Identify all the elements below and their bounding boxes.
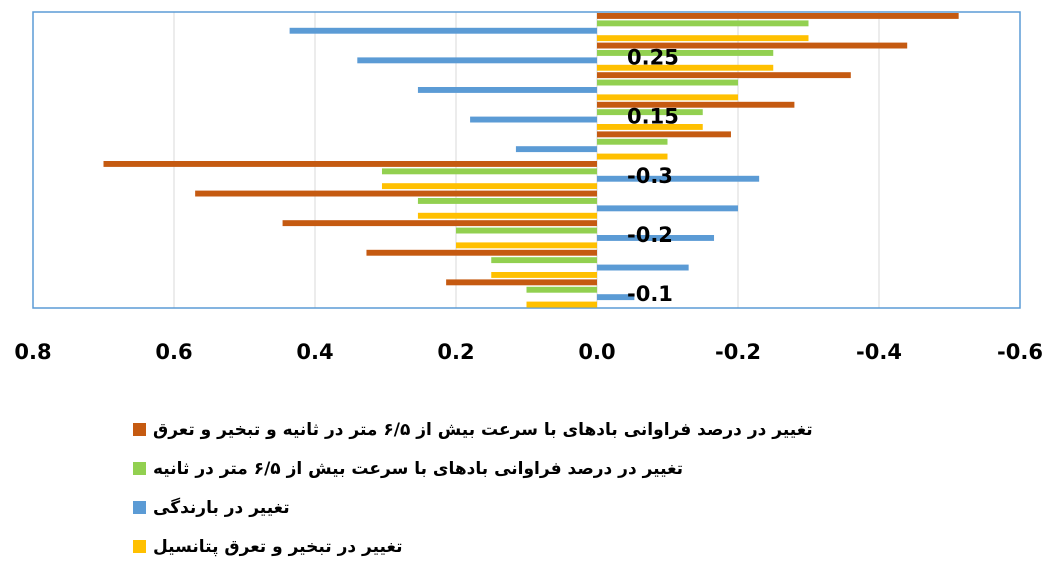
category-label: 0.25 bbox=[627, 45, 679, 69]
bar bbox=[446, 279, 597, 286]
legend: تغییر در درصد فراوانی بادهای با سرعت بیش… bbox=[133, 410, 813, 566]
bar bbox=[597, 138, 668, 145]
bar bbox=[282, 220, 597, 227]
bar bbox=[417, 212, 597, 219]
legend-item: تغییر در درصد فراوانی بادهای با سرعت بیش… bbox=[133, 410, 813, 449]
bar bbox=[597, 79, 738, 86]
bar bbox=[381, 168, 597, 175]
bar bbox=[597, 101, 795, 108]
x-tick-label: 0.4 bbox=[296, 340, 333, 364]
legend-swatch bbox=[133, 423, 146, 436]
bar bbox=[597, 124, 703, 130]
legend-swatch bbox=[133, 462, 146, 475]
category-label: -0.1 bbox=[627, 282, 673, 306]
bar bbox=[597, 13, 959, 19]
bar bbox=[366, 249, 597, 256]
bar bbox=[526, 286, 597, 293]
bar bbox=[597, 109, 703, 116]
bar bbox=[357, 57, 597, 64]
bar bbox=[597, 294, 635, 301]
bar bbox=[597, 94, 738, 101]
bar bbox=[597, 131, 731, 138]
legend-label: تغییر در بارندگی bbox=[153, 497, 290, 518]
bar bbox=[417, 87, 597, 93]
legend-item: تغییر در تبخیر و تعرق پتانسیل bbox=[133, 527, 813, 566]
x-tick-label: -0.2 bbox=[715, 340, 761, 364]
bar bbox=[597, 205, 738, 212]
category-label: -0.3 bbox=[627, 164, 673, 188]
bar bbox=[515, 146, 597, 153]
bar bbox=[456, 242, 597, 249]
bar bbox=[195, 190, 597, 197]
x-tick-label: 0.2 bbox=[437, 340, 474, 364]
bar bbox=[491, 257, 597, 264]
legend-item: تغییر در درصد فراوانی بادهای با سرعت بیش… bbox=[133, 449, 813, 488]
bar bbox=[526, 301, 597, 308]
bar bbox=[597, 175, 760, 182]
bar bbox=[597, 42, 908, 49]
legend-item: تغییر در بارندگی bbox=[133, 488, 813, 527]
bar bbox=[103, 161, 597, 167]
bar bbox=[597, 235, 715, 241]
bar bbox=[597, 50, 774, 56]
plot-border bbox=[32, 11, 1021, 309]
bar bbox=[470, 116, 597, 123]
bar bbox=[491, 272, 597, 278]
x-tick-label: -0.4 bbox=[856, 340, 902, 364]
bar bbox=[456, 227, 597, 234]
bar bbox=[597, 72, 851, 79]
bar bbox=[597, 20, 809, 27]
x-tick-label: 0.6 bbox=[155, 340, 192, 364]
legend-label: تغییر در تبخیر و تعرق پتانسیل bbox=[153, 536, 403, 557]
x-tick-label: 0.8 bbox=[14, 340, 51, 364]
bar bbox=[597, 64, 774, 71]
bar bbox=[597, 35, 809, 42]
bar bbox=[289, 27, 597, 34]
bar bbox=[597, 264, 689, 271]
legend-label: تغییر در درصد فراوانی بادهای با سرعت بیش… bbox=[153, 458, 684, 479]
x-tick-label: 0.0 bbox=[578, 340, 615, 364]
bar bbox=[597, 153, 668, 160]
category-label: 0.15 bbox=[627, 105, 679, 129]
category-label: -0.2 bbox=[627, 223, 673, 247]
legend-swatch bbox=[133, 501, 146, 514]
bar bbox=[381, 183, 597, 190]
bar bbox=[417, 198, 597, 204]
legend-label: تغییر در درصد فراوانی بادهای با سرعت بیش… bbox=[153, 419, 813, 440]
legend-swatch bbox=[133, 540, 146, 553]
chart: 0.8 0.6 0.4 0.2 0.0 -0.2 -0.4 -0.6 0.25 0.15 -0.3 -… bbox=[14, 11, 1043, 364]
x-tick-label: -0.6 bbox=[997, 340, 1043, 364]
